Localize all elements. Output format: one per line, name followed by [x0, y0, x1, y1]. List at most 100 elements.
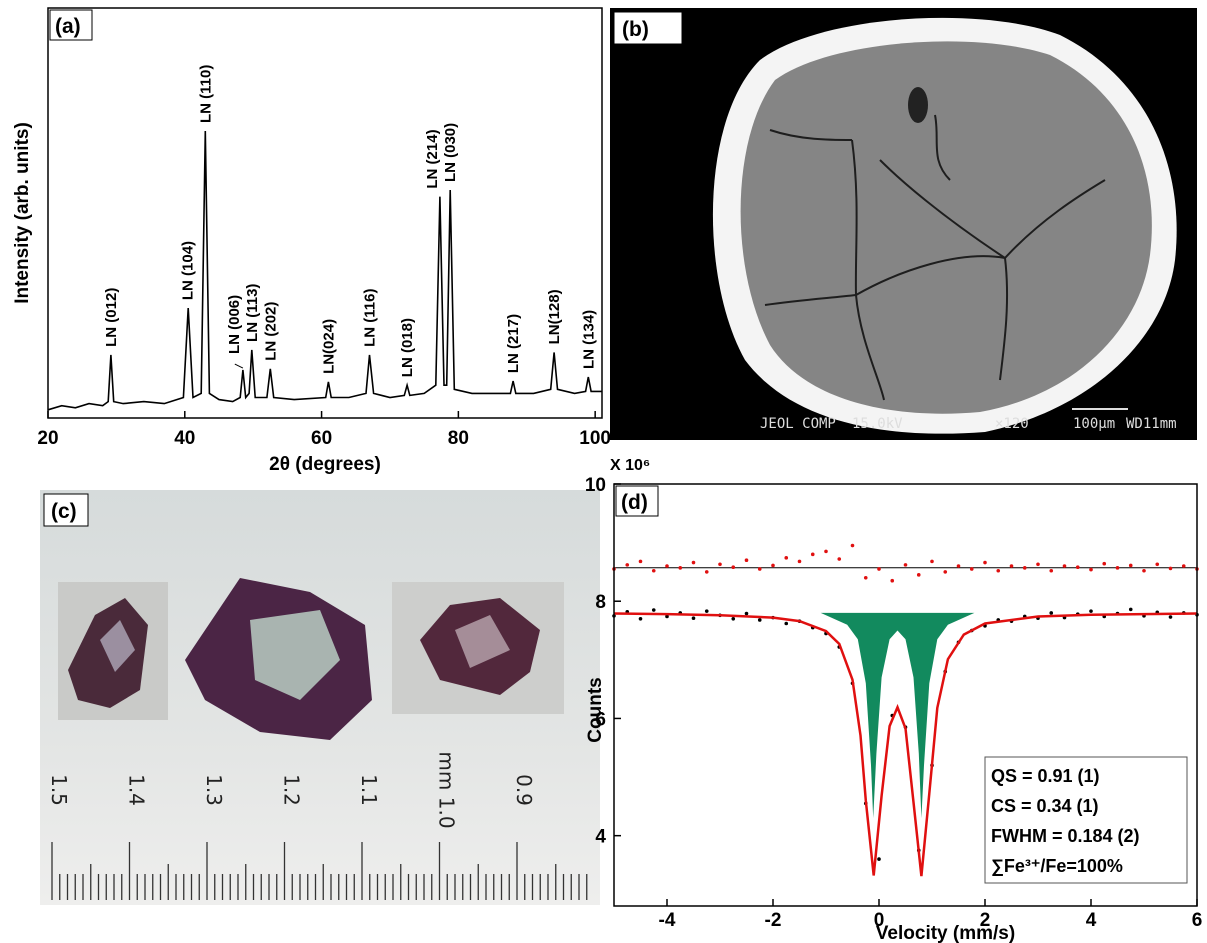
data-point: [704, 570, 709, 574]
sem-caption: JEOL COMP: [760, 416, 836, 432]
ruler-label: mm 1.0: [435, 751, 459, 828]
crystal-facet: [455, 615, 510, 668]
data-point: [1168, 615, 1173, 619]
data-point: [771, 563, 775, 568]
peak-label: LN (110): [197, 65, 214, 123]
panel-label: (c): [51, 500, 77, 523]
sem-caption: ×120: [995, 416, 1029, 432]
ruler-label: 0.9: [512, 774, 536, 806]
panel-label-box: [613, 11, 683, 45]
data-point: [824, 549, 828, 554]
data-point: [625, 563, 630, 567]
sem-panel: JEOL COMP 15.0kV ×120 100μm WD11mm (b): [610, 8, 1197, 440]
data-point: [744, 558, 749, 562]
data-point: [1128, 607, 1133, 612]
data-point: [877, 857, 881, 861]
x-tick-label: -2: [765, 910, 782, 931]
data-point: [718, 562, 722, 567]
mossbauer-chart: -4 -2 0 2 4 6 4 6 8 10X 10⁶ Velocity (mm/s) Counts (…: [585, 457, 1202, 943]
peak-label: LN (006): [226, 295, 243, 354]
y-tick-label: 8: [595, 592, 606, 613]
parameter-text: CS = 0.34 (1): [991, 796, 1099, 816]
crystal-facet: [250, 610, 340, 700]
ruler: 1.5 1.4 1.3 1.2 1.1 mm 1.0 0.9: [47, 751, 588, 900]
data-point: [757, 567, 762, 571]
ruler-label: 1.2: [280, 774, 304, 806]
panel-label: (a): [55, 15, 81, 38]
data-point: [1142, 568, 1146, 573]
data-point: [784, 556, 789, 560]
ruler-label: 1.4: [125, 774, 149, 806]
peak-label: LN (214): [424, 129, 441, 188]
data-point: [916, 573, 921, 577]
parameter-text: QS = 0.91 (1): [991, 766, 1100, 786]
peak-label: LN(128): [546, 289, 563, 344]
data-point: [969, 567, 974, 571]
data-point: [797, 559, 802, 564]
data-point: [1128, 563, 1133, 568]
peak-label: LN (104): [179, 241, 196, 300]
data-point: [1168, 566, 1173, 571]
panel-label: (b): [622, 18, 649, 41]
x-tick-label: 2: [980, 910, 991, 931]
data-point: [691, 560, 696, 565]
peak-label: LN (134): [580, 310, 597, 369]
subspectrum-area: [820, 612, 975, 819]
peak-label: LN (030): [442, 123, 459, 182]
data-point: [1009, 564, 1014, 568]
plot-frame: [613, 483, 1198, 907]
data-point: [1102, 561, 1107, 566]
ruler-label: 1.5: [47, 774, 71, 806]
data-point: [1036, 562, 1040, 567]
peak-label: LN (012): [103, 288, 120, 347]
photo-panel: 1.5 1.4 1.3 1.2 1.1 mm 1.0 0.9 (c): [40, 490, 600, 905]
data-point: [1062, 564, 1067, 568]
sem-caption: WD11mm: [1126, 416, 1177, 432]
data-point: [837, 557, 842, 561]
panel-label: (d): [621, 491, 648, 514]
x-axis-label: 2θ (degrees): [269, 454, 381, 475]
crystal-facet: [100, 620, 135, 672]
data-point: [757, 618, 762, 622]
x-tick-label: 100: [579, 428, 611, 449]
peak-label: LN (116): [361, 289, 378, 347]
x-axis-label: Velocity (mm/s): [876, 923, 1015, 943]
panel-label-box: [49, 9, 93, 41]
peak-label: LN (202): [262, 302, 279, 361]
peak-label: LN(024): [320, 319, 337, 374]
data-point: [1089, 609, 1093, 613]
ruler-label: 1.1: [357, 774, 381, 806]
x-tick-label: -4: [659, 910, 676, 931]
data-point: [704, 609, 709, 613]
x-tick-label: 20: [37, 428, 58, 449]
y-axis-label: Intensity (arb. units): [12, 122, 33, 304]
data-point: [890, 578, 895, 583]
x-tick-label: 60: [311, 428, 332, 449]
panel-label-box: [615, 485, 659, 517]
data-point: [956, 564, 961, 568]
x-tick-label: 6: [1192, 910, 1203, 931]
data-point: [638, 559, 643, 564]
x-tick-label: 4: [1086, 910, 1097, 931]
panel-label-box: [43, 493, 89, 527]
y-tick-label: 10: [585, 475, 606, 496]
fit-line: [613, 612, 1198, 877]
plot-frame: [47, 7, 603, 419]
data-point: [678, 566, 683, 570]
data-point: [651, 608, 656, 612]
data-point: [850, 543, 855, 548]
data-point: [784, 621, 789, 626]
peak-label: LN (217): [505, 314, 522, 373]
data-point: [1089, 567, 1093, 572]
y-tick-label: 4: [595, 827, 606, 848]
data-point: [903, 563, 908, 567]
data-point: [1049, 568, 1054, 573]
data-point: [651, 568, 656, 573]
parameter-text: ∑Fe³⁺/Fe=100%: [991, 856, 1123, 876]
x-tick-label: 0: [874, 910, 885, 931]
parameter-text: FWHM = 0.184 (2): [991, 826, 1140, 846]
x-tick-label: 80: [448, 428, 469, 449]
parameter-box: [984, 756, 1188, 884]
